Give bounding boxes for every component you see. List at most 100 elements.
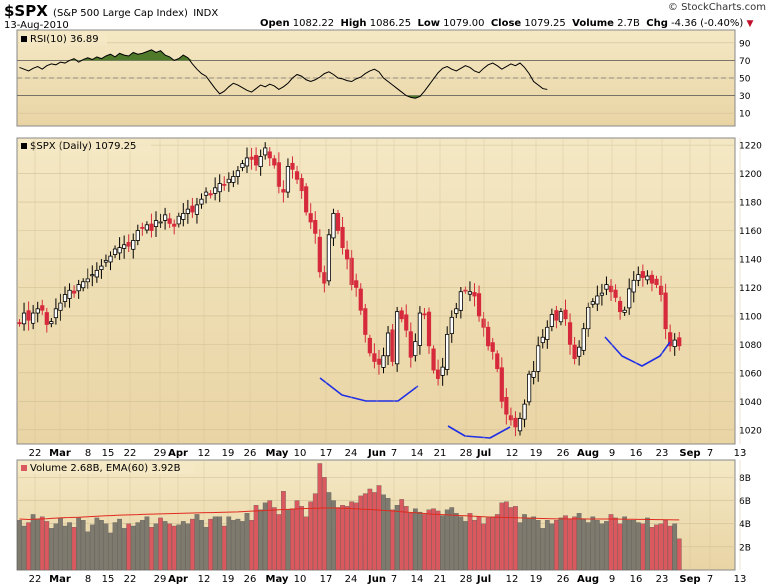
x-tick-label: Jul <box>476 574 491 585</box>
volume-bar <box>80 520 86 571</box>
volume-bar <box>499 502 505 571</box>
candle-body <box>199 198 204 205</box>
candle-body <box>140 226 145 229</box>
down-triangle-icon: ▼ <box>746 19 754 29</box>
candle-body <box>636 274 641 281</box>
candle-body <box>240 163 245 169</box>
volume-bar <box>108 532 113 571</box>
candle-body <box>304 186 309 213</box>
x-tick-label: 9 <box>609 574 615 585</box>
volume-bar <box>67 522 72 571</box>
volume-bar <box>517 522 523 571</box>
volume-bar <box>276 514 282 571</box>
candle-body <box>258 156 263 168</box>
volume-bar <box>49 528 54 571</box>
x-tick-label: 8 <box>85 448 91 459</box>
volume-bar <box>226 516 232 571</box>
volume-bar <box>549 523 555 571</box>
x-tick-label: 7 <box>391 448 397 459</box>
candle-body <box>445 334 450 370</box>
volume-bar <box>312 493 318 571</box>
volume-bar <box>89 524 95 571</box>
volume-bar <box>199 520 204 571</box>
price-x-axis: 22 Mar 8 15 22 29 Apr 12 19 26 May 10 17 24 Jun 7 14 21 28… <box>29 448 747 459</box>
credit-link[interactable]: © StockCharts.com <box>667 2 766 13</box>
volume-bar <box>403 506 409 571</box>
candle-body <box>185 208 190 214</box>
candle-body <box>308 213 313 223</box>
volume-bar <box>158 517 163 571</box>
candle-body <box>554 310 559 321</box>
volume-bar <box>467 513 473 571</box>
x-tick-label: 22 <box>29 448 42 459</box>
volume-bar <box>544 520 550 571</box>
volume-bar <box>567 518 573 571</box>
volume-bar <box>39 516 45 571</box>
x-tick-label: 26 <box>244 574 257 585</box>
candle-body <box>90 274 95 277</box>
volume-bar <box>576 513 582 571</box>
x-tick-label: Apr <box>168 574 188 585</box>
x-tick-label: 24 <box>345 448 358 459</box>
volume-bar <box>658 523 664 571</box>
candle-body <box>663 292 668 330</box>
volume-bar <box>230 520 236 571</box>
candle-body <box>131 240 136 250</box>
volume-bar <box>417 511 423 571</box>
x-tick-label: Jun <box>367 448 386 459</box>
price-legend-swatch <box>21 143 27 149</box>
volume-bar <box>344 506 350 571</box>
volume-bar <box>463 521 468 571</box>
candle-body <box>454 308 459 314</box>
candle-body <box>408 331 413 358</box>
candle-body <box>76 284 81 292</box>
candle-body <box>440 366 445 376</box>
volume-bar <box>385 498 391 571</box>
volume-bar <box>194 514 200 571</box>
open-value: 1082.22 <box>292 18 335 29</box>
volume-bar <box>645 517 650 571</box>
volume-bar <box>212 516 218 571</box>
volume-bar <box>640 523 646 571</box>
candle-body <box>599 292 605 296</box>
candle-body <box>527 373 532 403</box>
rsi-tick-label: 50 <box>739 75 751 85</box>
volume-bar <box>440 515 446 571</box>
candle-body <box>126 241 131 247</box>
candle-body <box>399 310 404 320</box>
volume-bar <box>608 514 614 571</box>
volume-bar <box>258 509 264 571</box>
volume-bar <box>485 517 491 571</box>
bottom-annotation-curve <box>447 425 511 439</box>
volume-bar <box>617 523 623 571</box>
x-tick-label: Mar <box>49 574 71 585</box>
candle-body <box>349 257 354 285</box>
volume-bar <box>117 518 122 571</box>
candle-body <box>313 220 318 234</box>
candle-body <box>645 275 650 281</box>
volume-bar <box>271 507 277 571</box>
candle-body <box>499 367 504 402</box>
x-tick-label: 16 <box>630 448 643 459</box>
candle-body <box>85 278 90 283</box>
volume-panel: 2B 4B 6B 8B Volume 2.68B, EMA(60) 3.92B <box>16 459 751 571</box>
volume-bar <box>503 501 509 571</box>
price-tick-label: 1160 <box>739 227 762 237</box>
volume-bar <box>526 517 532 571</box>
volume-bar <box>399 499 405 571</box>
x-tick-label: 14 <box>411 574 424 585</box>
rsi-oversold-fill <box>19 95 548 99</box>
candle-body <box>513 417 518 428</box>
candle-body <box>631 279 636 293</box>
x-tick-label: 29 <box>154 574 167 585</box>
x-tick-label: 22 <box>29 574 42 585</box>
price-tick-label: 1060 <box>739 369 762 379</box>
candle-body <box>567 322 573 345</box>
price-tick-label: 1040 <box>739 398 762 408</box>
candle-body <box>317 236 322 273</box>
volume-bar <box>240 521 245 571</box>
price-tick-label: 1220 <box>739 142 762 152</box>
volume-bar <box>139 520 145 571</box>
candle-body <box>677 337 682 347</box>
x-tick-label: 9 <box>609 448 615 459</box>
